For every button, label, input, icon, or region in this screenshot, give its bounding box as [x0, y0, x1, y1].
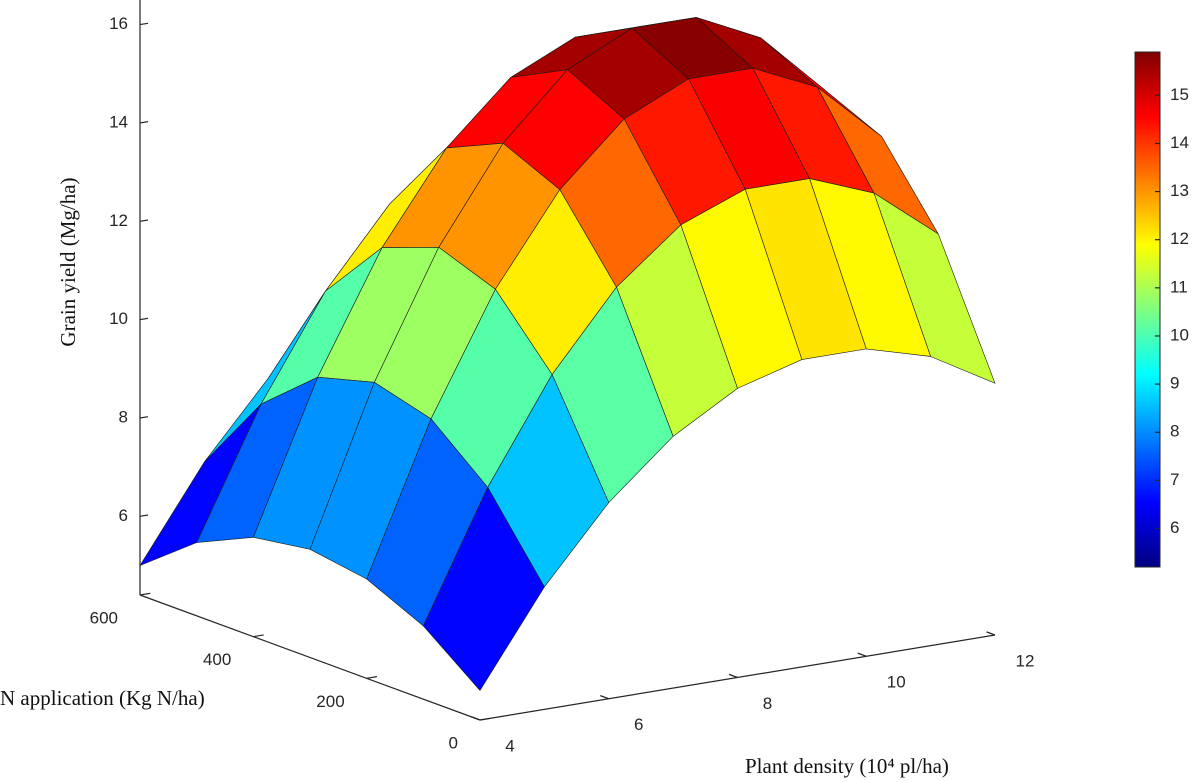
- x-tick-label: 12: [1016, 651, 1035, 670]
- x-tick-label: 10: [887, 673, 906, 692]
- y-tick: [366, 676, 378, 679]
- colorbar-tick-label: 13: [1170, 181, 1189, 200]
- colorbar: [1134, 51, 1161, 568]
- z-tick: [139, 22, 149, 26]
- x-tick-label: 4: [505, 736, 514, 755]
- colorbar-tick-label: 12: [1170, 229, 1189, 248]
- z-tick-label: 12: [109, 211, 128, 230]
- z-tick: [139, 416, 149, 419]
- y-axis-label: N application (Kg N/ha): [0, 686, 205, 710]
- y-tick-label: 0: [449, 733, 458, 752]
- z-tick: [139, 317, 149, 321]
- z-tick-label: 6: [119, 506, 128, 525]
- x-tick: [600, 695, 609, 700]
- colorbar-tick-label: 14: [1170, 133, 1189, 152]
- y-axis: [139, 594, 481, 721]
- z-axis-label: Grain yield (Mg/ha): [56, 177, 80, 346]
- x-tick: [471, 716, 481, 721]
- z-tick-label: 14: [109, 112, 128, 131]
- x-tick: [986, 631, 996, 636]
- x-tick: [857, 652, 867, 657]
- colorbar-tick-label: 10: [1170, 325, 1189, 344]
- surface: [139, 17, 996, 691]
- z-tick-label: 16: [109, 14, 128, 33]
- x-tick: [728, 673, 738, 679]
- y-tick-label: 600: [90, 608, 118, 627]
- colorbar-tick-label: 8: [1170, 422, 1179, 441]
- colorbar-tick-label: 6: [1170, 518, 1179, 537]
- y-tick: [139, 592, 151, 596]
- colorbar-tick-label: 15: [1170, 85, 1189, 104]
- z-tick-label: 10: [109, 309, 128, 328]
- z-tick: [139, 219, 149, 222]
- y-tick-label: 400: [203, 650, 231, 669]
- z-tick: [139, 121, 149, 124]
- colorbar-tick-label: 7: [1170, 470, 1179, 489]
- y-tick: [253, 634, 264, 638]
- x-axis-label: Plant density (10⁴ pl/ha): [745, 754, 949, 778]
- colorbar-tick-label: 9: [1170, 374, 1179, 393]
- z-tick-label: 8: [119, 407, 128, 426]
- x-tick-label: 6: [634, 715, 643, 734]
- z-tick: [139, 514, 149, 517]
- surface-patch: [422, 486, 545, 691]
- axes: 4 6 8 10 12 0 200 400 600 6 8 10 12 14 16: [90, 0, 1035, 755]
- y-tick-label: 200: [316, 692, 344, 711]
- x-tick-label: 8: [763, 694, 772, 713]
- y-tick: [479, 717, 491, 721]
- colorbar-tick-label: 11: [1170, 277, 1188, 296]
